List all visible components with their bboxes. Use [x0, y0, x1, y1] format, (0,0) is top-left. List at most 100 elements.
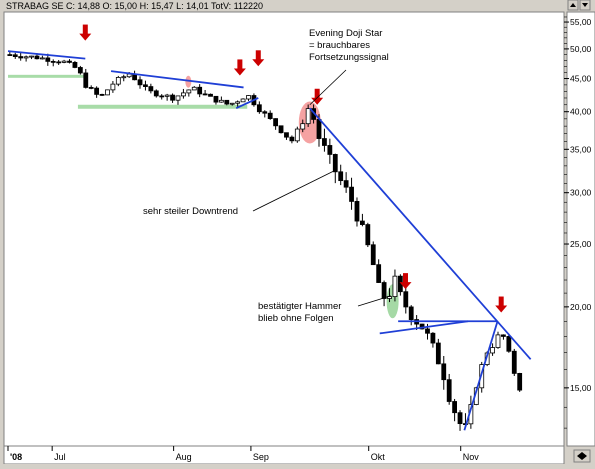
y-tick-label: 25,00 [570, 239, 592, 249]
y-axis: 15,00 20,00 25,00 30,00 35,00 40,00 45,00 50,00… [564, 16, 592, 429]
candle [29, 55, 34, 60]
candle [121, 74, 127, 82]
y-tick-label: 20,00 [570, 302, 592, 312]
arrow-layer [79, 24, 508, 313]
candle [256, 101, 262, 114]
candle-body-down [349, 186, 354, 202]
candle [354, 197, 360, 227]
x-tick-label: Aug [176, 452, 192, 462]
candle-body-down [278, 125, 284, 134]
candle-body-down [322, 138, 327, 146]
candle-body-up [392, 275, 398, 298]
arrow-shaft [255, 50, 261, 61]
candle [235, 100, 241, 107]
down-arrow-icon [399, 273, 412, 290]
candle-body-down [143, 84, 148, 87]
candlestick-series [7, 52, 523, 431]
y-tick-label: 45,00 [570, 74, 592, 84]
small-highlight [185, 75, 192, 88]
candle [99, 93, 105, 96]
x-axis-panel [3, 445, 565, 465]
candle-body-down [506, 336, 512, 352]
candle [490, 343, 495, 356]
candle-body-down [267, 112, 273, 119]
candle-body-down [403, 291, 409, 308]
candle [294, 126, 300, 143]
candle-body-down [262, 111, 268, 114]
trendline-sep-up [235, 97, 259, 110]
arrow-shaft [82, 24, 88, 35]
evening-star-pointer [309, 69, 347, 106]
candle [246, 95, 251, 101]
candle [110, 81, 116, 93]
downtrend-label: sehr steiler Downtrend [143, 206, 238, 217]
candle-body-up [218, 99, 224, 103]
candle-body-down [338, 171, 344, 182]
candle-body-down [159, 95, 165, 98]
candle-body-down [197, 86, 203, 95]
candle-body-down [77, 67, 83, 74]
trendline-layer [7, 50, 532, 431]
candle [208, 93, 213, 97]
candle [511, 348, 517, 377]
candle [202, 89, 208, 96]
downtrend-pointer [252, 169, 336, 212]
x-tick-label: Sep [253, 452, 269, 462]
trendline-nov-up [463, 321, 499, 431]
candle [501, 334, 506, 340]
scroll-up-icon[interactable] [567, 0, 579, 11]
candle-body-down [511, 350, 517, 374]
candle [446, 373, 452, 405]
candle [143, 80, 148, 91]
candle-body-down [517, 373, 523, 391]
candle [392, 269, 398, 302]
candle-body-down [441, 363, 447, 381]
candle [343, 172, 349, 193]
candle-body-down [381, 282, 387, 299]
candle-body-down [213, 95, 219, 103]
candle [56, 59, 62, 65]
candle [186, 89, 192, 97]
candle-body-down [202, 93, 208, 96]
candle-body-down [72, 61, 78, 68]
candle [39, 55, 45, 60]
arrow-head [495, 305, 508, 313]
candle [181, 88, 186, 99]
candle [61, 59, 67, 64]
candle-body-down [34, 55, 40, 60]
candle-body-down [45, 57, 51, 62]
candle-body-down [365, 224, 371, 246]
hammer-pointer [357, 295, 391, 307]
candle [148, 83, 154, 94]
candle [430, 332, 436, 348]
arrow-shaft [498, 296, 504, 307]
candle [381, 280, 387, 307]
candle-body-down [408, 306, 414, 320]
candle [18, 52, 24, 61]
candle-body-up [235, 101, 241, 104]
candle [170, 93, 175, 103]
candle [365, 222, 371, 248]
candle-body-up [300, 123, 306, 130]
candle [284, 132, 289, 140]
candle [289, 135, 295, 144]
scroll-down-icon[interactable] [579, 0, 591, 11]
candle-body-up [39, 57, 45, 60]
candle-body-down [7, 54, 13, 56]
candle-body-up [229, 102, 235, 105]
arrow-head [233, 68, 246, 76]
trendline-hammer-resistance [379, 320, 469, 335]
candle [506, 333, 512, 353]
zoom-icon[interactable] [573, 449, 591, 463]
candle-body-down [289, 136, 295, 142]
y-tick-label: 15,00 [570, 383, 592, 393]
y-tick-label: 35,00 [570, 144, 592, 154]
x-axis: '08 Jul Aug Sep Okt Nov [7, 446, 479, 462]
y-tick-label: 40,00 [570, 107, 592, 117]
evening-star-label: Evening Doji Star = brauchbares Fortsetzun… [309, 28, 389, 63]
candle [50, 59, 56, 67]
candle [159, 94, 165, 100]
candle-body-down [83, 72, 89, 88]
